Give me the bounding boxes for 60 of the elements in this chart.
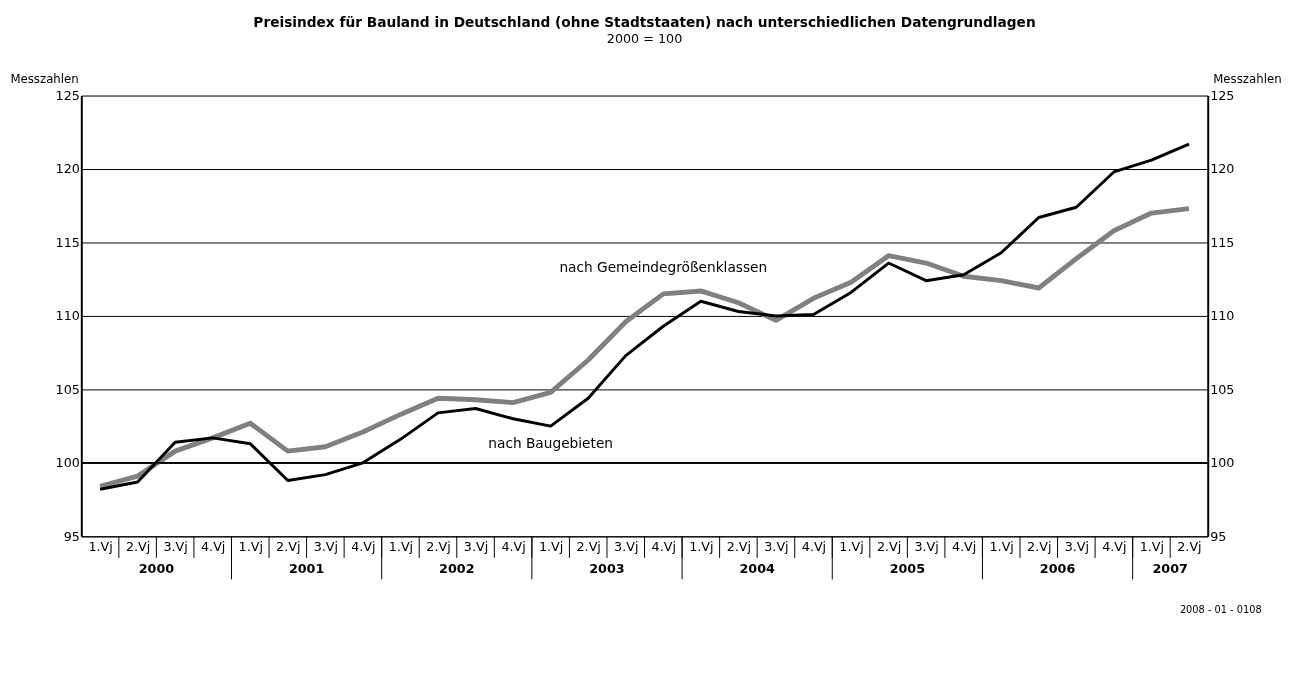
x-tick-label: 2.Vj (276, 538, 301, 554)
y-tick-label: 105 (55, 381, 80, 397)
text: 2006 (1039, 560, 1076, 576)
y-tick-label: 115 (55, 234, 80, 250)
y-tick-label: 125 (55, 87, 80, 103)
x-tick-label: 4.Vj (951, 538, 977, 554)
text: 2000 (138, 560, 175, 576)
x-tick-label: 1.Vj (238, 538, 263, 554)
x-tick-label: 3.Vj (764, 538, 789, 554)
series-label: nach Gemeindegrößenklassen (559, 259, 768, 276)
chart-subtitle: 2000 = 100 (606, 30, 683, 46)
x-tick-label: 3.Vj (163, 538, 188, 554)
x-tick-label: 2.Vj (1177, 538, 1202, 554)
x-tick-label: 3.Vj (614, 538, 639, 554)
y2-tick-label: 125 (1210, 87, 1235, 103)
x-tick-label: 1.Vj (989, 538, 1014, 554)
text: 2007 (1152, 560, 1188, 576)
x-tick-label: 2.Vj (426, 538, 451, 554)
y2-tick-label: 105 (1210, 381, 1235, 397)
y-axis-title: Messzahlen (10, 72, 79, 87)
x-tick-label: 3.Vj (914, 538, 939, 554)
x-tick-label: 4.Vj (1102, 538, 1127, 554)
x-tick-label: 1.Vj (88, 538, 113, 554)
x-tick-label: 2.Vj (125, 538, 151, 554)
series-label: nach Baugebieten (488, 434, 613, 451)
y-tick-label: 100 (55, 455, 80, 471)
y2-tick-label: 100 (1210, 455, 1235, 471)
text: 2001 (288, 560, 325, 576)
text: 2008 - 01 - 0108 (1179, 603, 1262, 615)
text: 2005 (889, 560, 926, 576)
x-tick-label: 1.Vj (388, 538, 414, 554)
y2-tick-label: 120 (1210, 161, 1235, 177)
x-tick-label: 1.Vj (1139, 538, 1165, 554)
x-tick-label: 3.Vj (1064, 538, 1089, 554)
x-tick-label: 4.Vj (801, 538, 827, 554)
x-tick-label: 2.Vj (1027, 538, 1052, 554)
text: 2003 (589, 560, 625, 576)
x-tick-label: 4.Vj (651, 538, 676, 554)
chart-title: Preisindex für Bauland in Deutschland (ohne Stadtstaaten) nach unterschiedlichen Datengrundlagen (253, 13, 1036, 30)
y-tick-label: 120 (55, 161, 80, 177)
x-tick-label: 4.Vj (201, 538, 226, 554)
y2-axis-title: Messzahlen (1213, 72, 1282, 87)
line-series (97, 206, 1192, 489)
text: 2002 (439, 560, 475, 576)
y2-tick-label: 95 (1210, 528, 1227, 544)
x-tick-label: 2.Vj (876, 538, 902, 554)
x-tick-label: 3.Vj (313, 538, 339, 554)
y2-tick-label: 110 (1210, 308, 1235, 324)
x-tick-label: 2.Vj (726, 538, 752, 554)
text: 2004 (739, 560, 776, 576)
x-tick-label: 4.Vj (501, 538, 526, 554)
x-tick-label: 4.Vj (351, 538, 376, 554)
y2-tick-label: 115 (1210, 234, 1235, 250)
y-tick-label: 95 (63, 528, 80, 544)
y-tick-label: 110 (55, 308, 80, 324)
x-tick-label: 3.Vj (463, 538, 489, 554)
x-tick-label: 1.Vj (538, 538, 564, 554)
x-tick-label: 1.Vj (839, 538, 864, 554)
x-tick-label: 2.Vj (576, 538, 601, 554)
x-tick-label: 1.Vj (689, 538, 714, 554)
